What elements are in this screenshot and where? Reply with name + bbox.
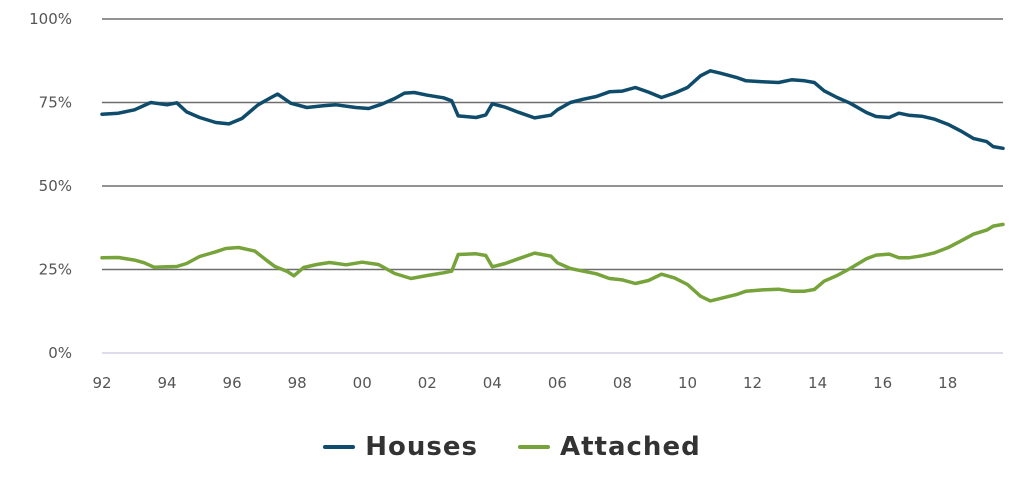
y-tick-label: 25% — [39, 261, 72, 279]
legend-item-attached: Attached — [518, 432, 701, 462]
legend-label-houses: Houses — [365, 432, 478, 462]
line-chart: 0% 25% 50% 75% 100% 92 94 96 98 00 02 04 06 08 10 12 14… — [29, 10, 1005, 392]
legend-item-houses: Houses — [323, 432, 478, 462]
x-tick-label: 04 — [483, 374, 502, 392]
x-tick-label: 18 — [938, 374, 957, 392]
x-tick-label: 16 — [873, 374, 892, 392]
x-tick-label: 00 — [353, 374, 372, 392]
legend-label-attached: Attached — [560, 432, 701, 462]
y-tick-label: 0% — [48, 344, 72, 362]
x-tick-label: 94 — [158, 374, 177, 392]
x-tick-label: 92 — [92, 374, 111, 392]
x-tick-label: 98 — [288, 374, 307, 392]
x-axis-ticks: 92 94 96 98 00 02 04 06 08 10 12 14 16 18 — [92, 374, 957, 392]
series-line-houses — [100, 69, 1005, 151]
x-tick-label: 14 — [808, 374, 827, 392]
x-tick-label: 12 — [743, 374, 762, 392]
legend-swatch-attached — [518, 445, 550, 449]
y-tick-label: 100% — [29, 10, 72, 28]
y-tick-label: 50% — [39, 177, 72, 195]
y-axis-ticks: 0% 25% 50% 75% 100% — [29, 10, 72, 362]
gridlines — [102, 18, 1003, 354]
x-tick-label: 96 — [223, 374, 242, 392]
x-tick-label: 06 — [548, 374, 567, 392]
x-tick-label: 08 — [613, 374, 632, 392]
series-line-attached — [100, 222, 1005, 303]
x-tick-label: 10 — [678, 374, 697, 392]
y-tick-label: 75% — [39, 94, 72, 112]
legend-swatch-houses — [323, 445, 356, 449]
x-tick-label: 02 — [418, 374, 437, 392]
series-lines — [100, 69, 1005, 303]
legend: Houses Attached — [0, 432, 1024, 462]
